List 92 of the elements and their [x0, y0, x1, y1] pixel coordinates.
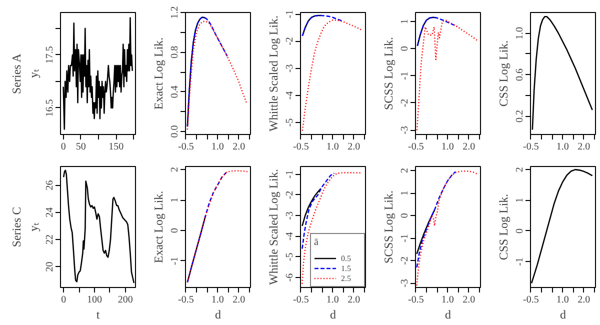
y-tick-label: 0	[514, 228, 526, 234]
legend-label: 0.5	[341, 253, 352, 263]
x-tick-label: 50	[76, 142, 86, 152]
y-tick-label: -3	[400, 279, 410, 288]
y-tick-label: 1	[400, 190, 410, 196]
x-tick-label: -0.5	[178, 142, 194, 152]
y-tick-label: 0.8	[170, 46, 180, 58]
y-tick-label: 22	[44, 234, 56, 245]
x-tick-label: 1.0	[211, 294, 224, 306]
x-tick-label: 0	[60, 142, 66, 152]
x-tick-label: 100	[86, 294, 102, 306]
x-tick-label: 1.0	[441, 294, 454, 306]
y-tick-label: 0.0	[170, 125, 180, 138]
y-axis-title: CSS Log Lik.	[496, 194, 510, 260]
x-tick-label: 1.0	[556, 294, 569, 306]
y-tick-label: -4	[284, 91, 296, 100]
y-tick-label: -6	[284, 273, 296, 282]
x-tick-label: 2.0	[232, 294, 246, 306]
y-tick-label: -1	[284, 170, 296, 179]
y-tick-label: 20	[44, 262, 56, 272]
y-tick-label: -1	[400, 234, 410, 242]
y-tick-label: 0.2	[514, 110, 526, 122]
y-axis-title: Series A yₜ	[10, 53, 40, 94]
y-axis-title: Exact Log Lik.	[152, 190, 166, 264]
y-tick-label: 1	[514, 198, 526, 203]
y-tick-label: 0	[400, 213, 410, 218]
x-axis-title: d	[330, 308, 336, 322]
x-tick-label: -0.5	[293, 294, 309, 306]
y-tick-label: -5	[284, 118, 296, 127]
y-axis-title: Whittle Scaled Log Lik.	[266, 169, 280, 285]
x-axis-title: t	[96, 308, 100, 322]
y-tick-label: -5	[284, 252, 296, 262]
y-axis-title: Series C yₜ	[10, 206, 40, 248]
y-tick-label: 1.2	[170, 6, 180, 19]
y-tick-label: -1	[400, 72, 410, 80]
x-tick-label: 2.0	[462, 294, 476, 306]
y-tick-label: 17.5	[44, 46, 56, 64]
y-tick-label: -1	[170, 256, 180, 266]
y-tick-label: 0	[170, 228, 180, 234]
x-axis-title: d	[215, 308, 221, 322]
y-tick-label: 2	[400, 168, 410, 174]
legend-label: 2.5	[341, 273, 352, 283]
x-tick-label: 2.0	[348, 142, 360, 152]
y-tick-label: -3	[284, 64, 296, 73]
y-tick-label: 0	[400, 46, 410, 52]
x-tick-label: 200	[118, 294, 133, 306]
y-tick-label: -4	[284, 232, 296, 240]
x-tick-label: 2.0	[578, 142, 590, 152]
y-axis-title: SCSS Log Lik.	[382, 190, 396, 264]
x-tick-label: -0.5	[523, 142, 539, 152]
x-tick-label: 1.0	[326, 142, 339, 152]
y-tick-label: -2	[284, 190, 296, 200]
y-tick-label: 2	[514, 167, 526, 172]
x-tick-label: 1.0	[556, 142, 569, 152]
x-tick-label: -0.5	[293, 142, 309, 152]
y-tick-label: -2	[284, 37, 296, 46]
y-tick-label: -3	[400, 126, 410, 134]
y-tick-label: 16.5	[44, 99, 56, 117]
y-tick-label: -1	[514, 258, 526, 266]
x-tick-label: 1.0	[326, 294, 339, 306]
y-tick-label: 1	[170, 198, 180, 203]
y-tick-label: -2	[400, 256, 410, 265]
y-axis-title: Whittle Scaled Log Lik.	[266, 16, 280, 132]
x-tick-label: 0	[61, 294, 66, 306]
x-tick-label: -0.5	[523, 294, 539, 306]
x-tick-label: 2.0	[348, 294, 360, 306]
y-tick-label: 1	[400, 18, 410, 24]
y-tick-label: 0.4	[170, 86, 180, 98]
x-tick-label: 1.0	[211, 142, 224, 152]
y-tick-label: 24	[44, 207, 56, 218]
y-axis-title: Exact Log Lik.	[152, 37, 166, 110]
x-tick-label: 1.0	[441, 142, 454, 152]
x-axis-title: d	[560, 308, 566, 322]
y-tick-label: 2	[170, 167, 180, 172]
x-tick-label: -0.5	[178, 294, 194, 306]
y-tick-label: 1.0	[514, 27, 526, 40]
y-axis-title: CSS Log Lik.	[496, 40, 510, 107]
x-axis-title: d	[445, 308, 451, 322]
legend-label: 1.5	[341, 263, 352, 273]
y-tick-label: 0.6	[514, 68, 526, 81]
x-tick-label: 2.0	[232, 142, 246, 152]
x-tick-label: 2.0	[578, 294, 590, 306]
legend-title: ā	[314, 237, 320, 248]
x-tick-label: -0.5	[408, 294, 424, 306]
y-tick-label: -3	[284, 211, 296, 220]
x-tick-label: 2.0	[462, 142, 476, 152]
y-tick-label: -1	[284, 10, 296, 18]
y-tick-label: -2	[400, 98, 410, 108]
x-tick-label: 150	[108, 142, 124, 152]
y-tick-label: 26	[44, 180, 56, 190]
x-tick-label: -0.5	[408, 142, 424, 152]
y-axis-title: SCSS Log Lik.	[382, 36, 396, 110]
